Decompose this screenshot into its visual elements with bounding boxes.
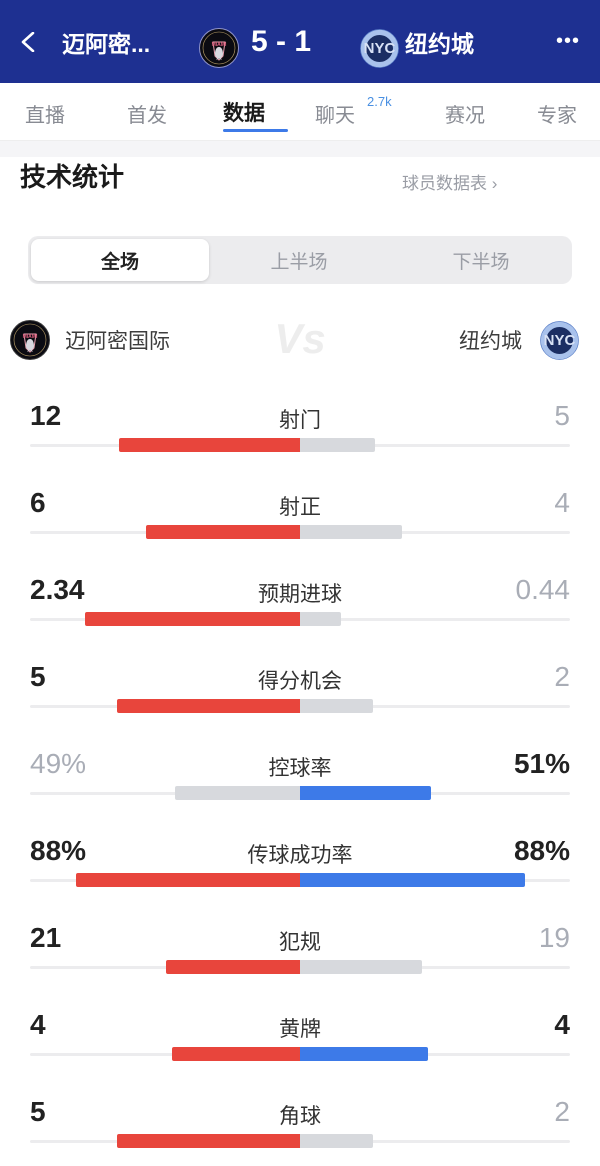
svg-text:NYC: NYC: [364, 40, 396, 57]
svg-text:NYC: NYC: [544, 332, 576, 349]
